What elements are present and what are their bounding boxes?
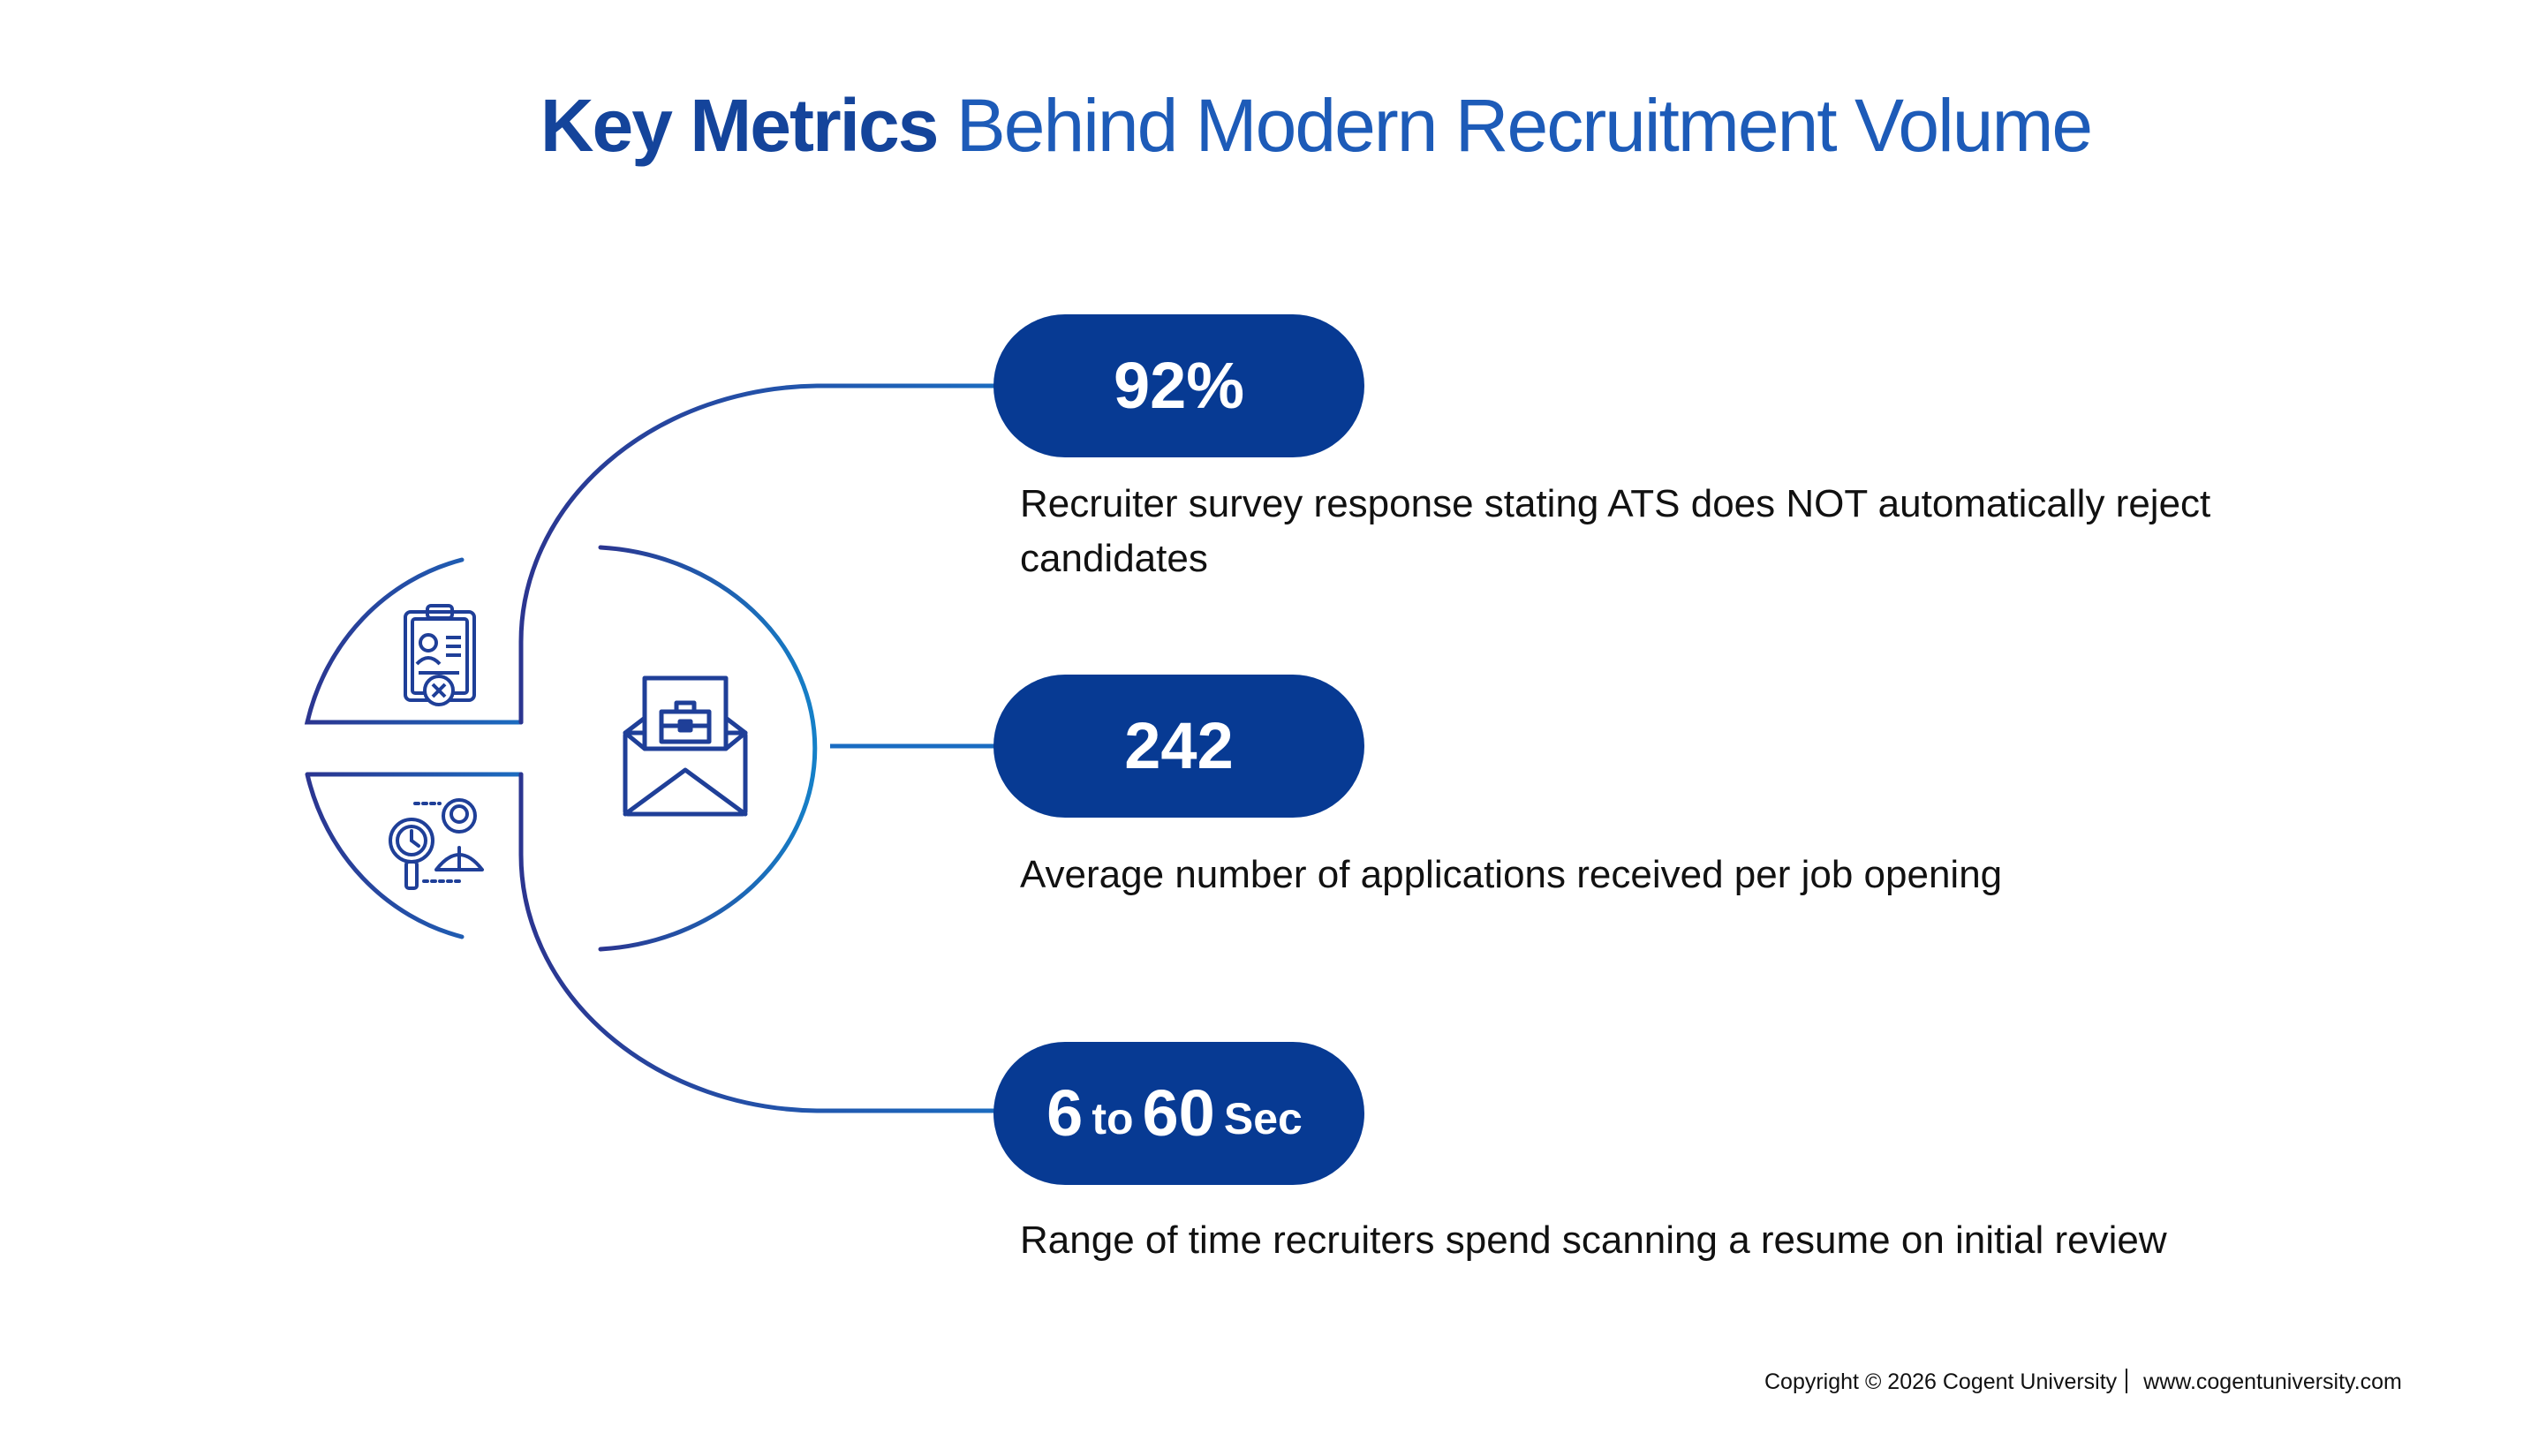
metric-value-2: 242 (1124, 709, 1234, 782)
left-upper-arc (304, 557, 524, 725)
resume-rejected-icon (404, 604, 476, 706)
metric-value-3b: 60 (1142, 1076, 1215, 1150)
footer-divider (2126, 1369, 2128, 1393)
footer-copyright: Copyright © 2026 Cogent University (1764, 1369, 2118, 1394)
metric-value-3-unit: Sec (1223, 1094, 1303, 1143)
page-title: Key Metrics Behind Modern Recruitment Vo… (0, 88, 2523, 162)
title-bold: Key Metrics (540, 84, 940, 167)
center-half-ellipse (598, 545, 818, 952)
metric-pill-2: 242 (993, 675, 1364, 818)
top-connector (518, 383, 1001, 725)
envelope-briefcase-icon (623, 675, 748, 817)
metric-description-2: Average number of applications received … (1020, 853, 2003, 896)
metric-pill-3: 6 to 60 Sec (993, 1042, 1364, 1185)
bottom-connector (518, 772, 1001, 1113)
footer: Copyright © 2026 Cogent University www.co… (1764, 1369, 2402, 1395)
metric-description-1: Recruiter survey response stating ATS do… (1020, 482, 2211, 580)
metric-value-3a: 6 (1046, 1076, 1084, 1150)
left-lower-arc (305, 772, 524, 939)
metric-pill-1: 92% (993, 314, 1364, 457)
metric-value-1: 92% (1113, 349, 1245, 422)
title-rest: Behind Modern Recruitment Volume (956, 84, 2093, 167)
metric-value-3-joiner: to (1092, 1094, 1134, 1143)
candidate-search-timer-icon (389, 798, 484, 890)
footer-website[interactable]: www.cogentuniversity.com (2143, 1369, 2402, 1394)
metric-description-3: Range of time recruiters spend scanning … (1020, 1218, 2167, 1262)
